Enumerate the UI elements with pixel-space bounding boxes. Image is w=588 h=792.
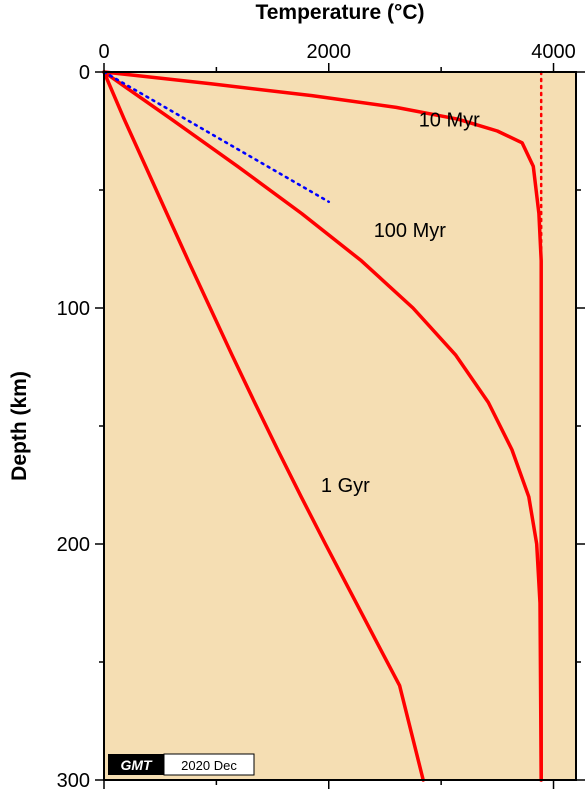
y-tick-label: 0 [79, 62, 90, 84]
gmt-stamp: GMT 2020 Dec [108, 753, 255, 776]
series-line-10-myr [102, 70, 543, 782]
curve-label-100-myr: 100 Myr [374, 220, 447, 242]
series-layer [102, 70, 543, 782]
y-tick-label: 200 [57, 534, 90, 556]
y-tick-label: 100 [57, 298, 90, 320]
x-tick-label: 2000 [307, 41, 352, 63]
axis-ticks: 0 2000 4000 0 100 200 300 [57, 41, 585, 792]
x-tick-label: 4000 [531, 41, 576, 63]
plot-frame [103, 71, 577, 781]
x-axis-title: Temperature (°C) [255, 1, 424, 24]
series-line-1-gyr [102, 70, 425, 782]
gmt-logo: GMT [120, 757, 153, 773]
curve-label-1-gyr: 1 Gyr [321, 475, 370, 497]
stamp-date: 2020 Dec [181, 758, 237, 773]
curve-labels: 10 Myr 100 Myr 1 Gyr [321, 109, 480, 497]
plot-background [104, 72, 576, 780]
curve-label-10-myr: 10 Myr [419, 109, 480, 131]
y-tick-label: 300 [57, 770, 90, 792]
series-line-dotted-blue-4 [102, 70, 331, 204]
series-line-100-myr [102, 70, 543, 782]
x-tick-label: 0 [98, 41, 109, 63]
y-axis-title: Depth (km) [8, 371, 31, 481]
